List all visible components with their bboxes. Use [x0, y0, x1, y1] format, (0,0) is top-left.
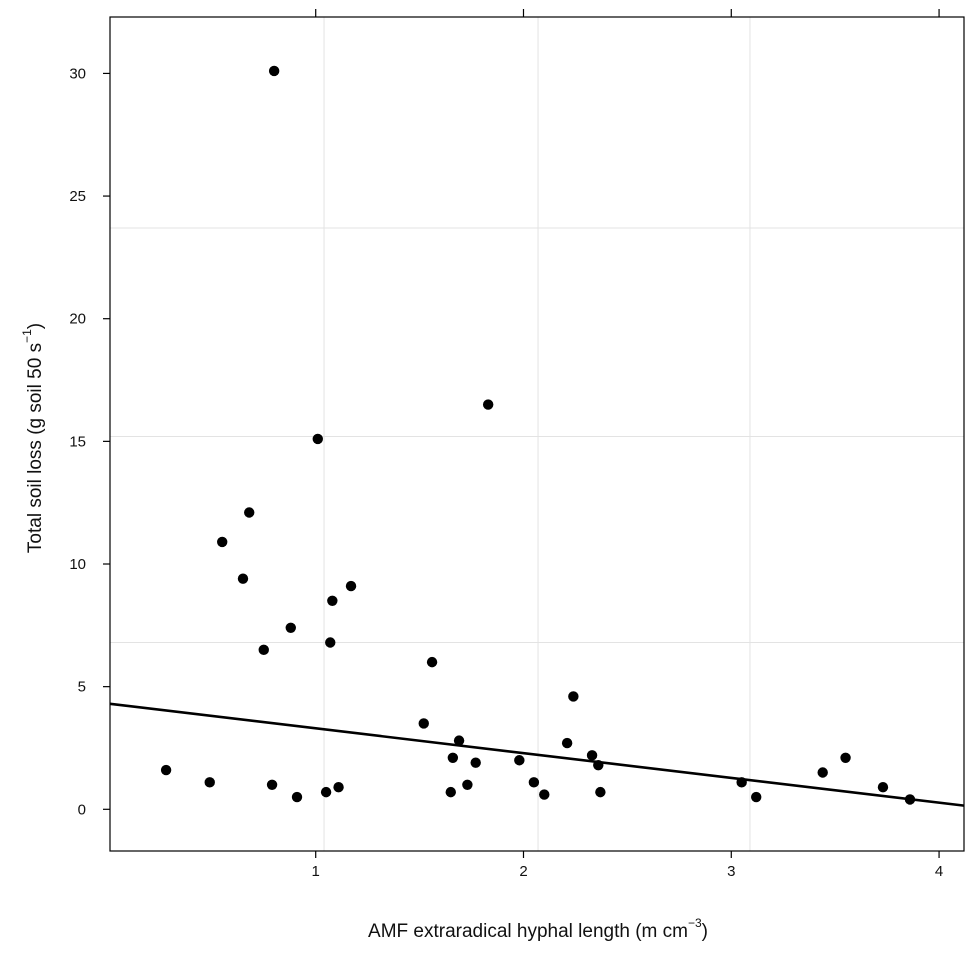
x-tick-label: 2: [519, 863, 527, 880]
data-point: [160, 764, 172, 776]
data-point: [462, 779, 473, 790]
data-point: [482, 399, 494, 410]
data-point: [470, 757, 481, 768]
data-point: [877, 782, 889, 793]
data-point: [595, 786, 606, 798]
data-point: [904, 794, 916, 805]
data-point: [320, 786, 332, 798]
data-point: [327, 595, 338, 606]
data-point: [266, 779, 278, 790]
data-point: [258, 644, 269, 656]
data-points: [160, 65, 916, 805]
data-point: [751, 791, 762, 803]
data-point: [445, 786, 456, 798]
y-axis-label: Total soil loss (g soil 50 s−1): [20, 323, 46, 553]
data-point: [426, 656, 438, 668]
y-tick-label: 0: [78, 801, 86, 818]
data-point: [333, 782, 344, 793]
data-point: [586, 750, 598, 761]
data-point: [447, 752, 459, 763]
x-axis-label: AMF extraradical hyphal length (m cm−3): [368, 916, 708, 942]
data-point: [539, 789, 550, 800]
data-point: [817, 767, 828, 778]
data-point: [514, 755, 525, 766]
data-point: [268, 65, 280, 77]
x-tick-label: 4: [935, 863, 943, 880]
data-point: [312, 433, 323, 445]
data-point: [325, 637, 336, 648]
data-point: [736, 777, 747, 788]
data-point: [345, 580, 357, 592]
y-tick-label: 15: [69, 433, 86, 450]
data-point: [418, 718, 429, 729]
data-point: [561, 737, 573, 749]
y-tick-label: 5: [78, 679, 86, 696]
grid-layer: [110, 17, 964, 851]
data-point: [568, 691, 579, 702]
x-tick-label: 3: [727, 863, 735, 880]
data-point: [840, 752, 851, 763]
x-axis: 1 2 3 4: [312, 9, 943, 880]
data-point: [217, 536, 228, 548]
x-tick-label: 1: [312, 863, 320, 880]
y-tick-label: 30: [69, 65, 86, 82]
y-tick-label: 10: [69, 556, 86, 573]
regression-line: [109, 702, 965, 807]
plot-frame: [109, 16, 965, 852]
data-point: [285, 622, 296, 633]
y-axis: 0 5 10 15 20 25 30: [69, 65, 110, 818]
data-point: [593, 759, 604, 771]
data-point: [244, 507, 255, 518]
y-tick-label: 25: [69, 188, 86, 205]
data-point: [291, 791, 303, 803]
data-point: [237, 573, 249, 584]
data-point: [453, 735, 465, 746]
data-point: [528, 777, 540, 788]
y-tick-label: 20: [69, 311, 86, 328]
data-point: [204, 777, 215, 788]
